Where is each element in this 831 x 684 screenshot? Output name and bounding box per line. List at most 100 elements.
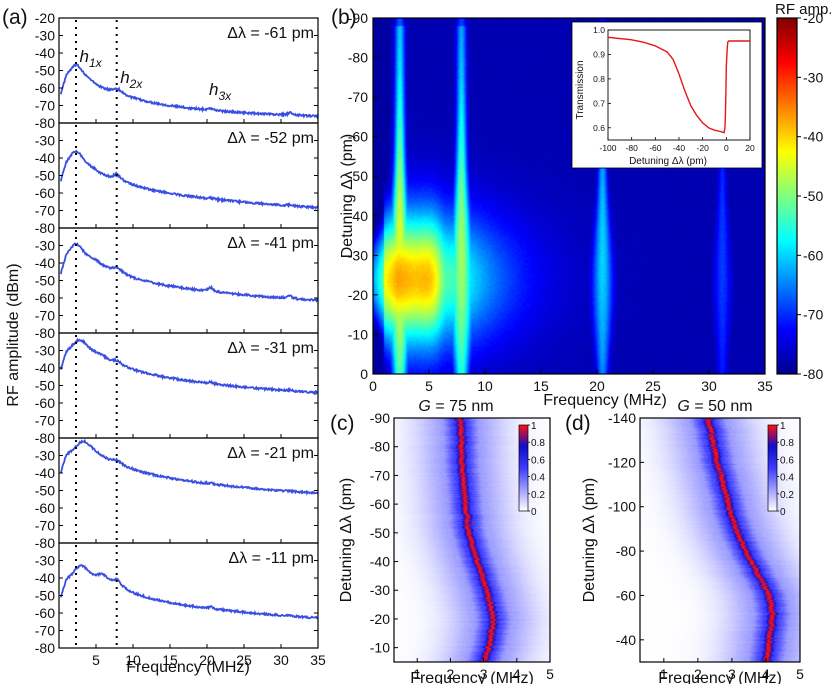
y-tick-label: -30 (35, 28, 55, 44)
y-tick-label: -40 (35, 360, 55, 376)
harmonic-label: h1x (80, 47, 103, 70)
panel-label-b: (b) (331, 6, 357, 29)
y-tick-label: -60 (616, 587, 636, 603)
x-tick-label: 3 (480, 666, 488, 682)
inset-ylabel: Transmission (575, 60, 586, 119)
y-tick-label: -80 (35, 535, 55, 551)
rf-spectrum-line (60, 438, 319, 496)
y-tick-label: -80 (35, 220, 55, 236)
y-tick-label: -60 (370, 496, 390, 512)
y-tick-label: -30 (35, 448, 55, 464)
x-tick-label: 0 (369, 378, 377, 394)
y-tick-label: -70 (370, 467, 390, 483)
y-tick-label: -30 (35, 553, 55, 569)
panel-d-title: G = 50 nm (677, 398, 752, 415)
colorbar-tick-label: -70 (803, 307, 823, 323)
inset-x-tick-label: -80 (626, 143, 639, 153)
inset-x-tick-label: -100 (599, 143, 616, 153)
y-tick-label: -50 (370, 525, 390, 541)
y-tick-label: -50 (35, 588, 55, 604)
y-tick-label: -40 (35, 570, 55, 586)
y-tick-label: -60 (35, 395, 55, 411)
panel-d-xlabel: Frequency (MHz) (658, 670, 782, 684)
y-tick-label: -30 (35, 343, 55, 359)
x-tick-label: 1 (413, 666, 421, 682)
colorbar-tick-label: -50 (803, 188, 823, 204)
colorbar-tick-label: 0.6 (780, 455, 794, 466)
colorbar-tick-label: -40 (803, 129, 823, 145)
panel-d-title-rest: = 50 nm (690, 398, 753, 415)
panel-c-colorbar (519, 425, 528, 511)
y-tick-label: -70 (35, 98, 55, 114)
panel-b: (b) 0 5 10 15 20 25 30 35 -90 -80 -70 -60 -50 -40 -30 -… (331, 1, 831, 409)
y-tick-label: -70 (35, 518, 55, 534)
y-tick-label: -20 (370, 611, 390, 627)
y-tick-label: -40 (35, 150, 55, 166)
x-tick-label: 15 (162, 652, 178, 668)
y-tick-label: -50 (35, 483, 55, 499)
y-tick-label: -90 (370, 410, 390, 426)
y-tick-label: -90 (348, 10, 368, 26)
panel-a-xlabel: Frequency (MHz) (126, 659, 250, 676)
y-tick-label: 0 (360, 366, 368, 382)
panel-d-colorbar (768, 425, 777, 511)
y-tick-label: -50 (35, 273, 55, 289)
panel-c-title-g: G (418, 398, 430, 415)
panel-c-title-rest: = 75 nm (431, 398, 494, 415)
y-tick-label: -50 (348, 168, 368, 184)
inset-y-tick-label: 1.0 (593, 25, 605, 35)
y-tick-label: -60 (35, 500, 55, 516)
x-tick-label: 35 (757, 378, 773, 394)
panel-a: (a) RF amplitude (dBm) Frequency (MHz) -… (2, 6, 326, 676)
subplot-a-4: -30-40 -50-60 -70-80 Δλ = -31 pm (35, 332, 319, 446)
y-tick-label: -100 (608, 499, 636, 515)
y-tick-label: -40 (616, 632, 636, 648)
colorbar-tick-label: -20 (803, 10, 823, 26)
detuning-label: Δλ = -31 pm (227, 340, 314, 357)
colorbar-tick-label: 0.2 (531, 490, 545, 501)
y-tick-label: -60 (35, 290, 55, 306)
y-tick-label: -30 (370, 582, 390, 598)
y-tick-label: -80 (616, 543, 636, 559)
subplot-a-6: -30-40 -50-60 -70-80 Δλ = -11 pm (35, 542, 319, 656)
y-tick-label: -70 (35, 203, 55, 219)
colorbar-tick-label: -80 (803, 366, 823, 382)
y-tick-label: -80 (35, 430, 55, 446)
panel-c: (c) G = 75 nm 1 2 3 4 5 -90 -80 -70 -60 -50 -40 -30… (330, 398, 554, 684)
inset-x-tick-label: -60 (649, 143, 662, 153)
y-tick-label: -80 (35, 115, 55, 131)
y-tick-label: -80 (348, 50, 368, 66)
inset-x-tick-label: -20 (697, 143, 710, 153)
rf-spectrum-line (60, 337, 319, 396)
panel-b-colorbar-label: RF amp. (775, 1, 831, 18)
colorbar-tick-label: 0.2 (780, 490, 794, 501)
panel-d: (d) G = 50 nm 1 2 3 4 5 -140 -120 -100 -80 -60 -40… (565, 398, 804, 684)
inset-y-tick-label: 0.8 (593, 74, 605, 84)
x-tick-label: 1 (660, 666, 668, 682)
panel-c-xlabel: Frequency (MHz) (410, 670, 534, 684)
harmonic-label: h2x (120, 68, 143, 91)
x-tick-label: 2 (447, 666, 455, 682)
colorbar-tick-label: -30 (803, 69, 823, 85)
y-tick-label: -70 (35, 413, 55, 429)
x-tick-label: 5 (796, 666, 804, 682)
y-tick-label: -20 (35, 10, 55, 26)
panel-d-title-g: G (677, 398, 689, 415)
y-tick-label: -120 (608, 454, 636, 470)
y-tick-label: -70 (348, 89, 368, 105)
colorbar-tick-label: 0.6 (531, 455, 545, 466)
rf-spectrum-line (60, 242, 319, 303)
x-tick-label: 20 (199, 652, 215, 668)
colorbar-tick-label: 0 (780, 507, 786, 518)
x-tick-label: 25 (645, 378, 661, 394)
colorbar-tick-label: 0.8 (780, 438, 794, 449)
colorbar-tick-label: 0.8 (531, 438, 545, 449)
y-tick-label: -40 (370, 554, 390, 570)
panel-label-c: (c) (330, 412, 355, 435)
y-tick-label: -80 (35, 325, 55, 341)
detuning-label: Δλ = -21 pm (227, 445, 314, 462)
colorbar-tick-label: 1 (780, 421, 786, 432)
y-tick-label: -40 (35, 45, 55, 61)
detuning-label: Δλ = -52 pm (227, 130, 314, 147)
